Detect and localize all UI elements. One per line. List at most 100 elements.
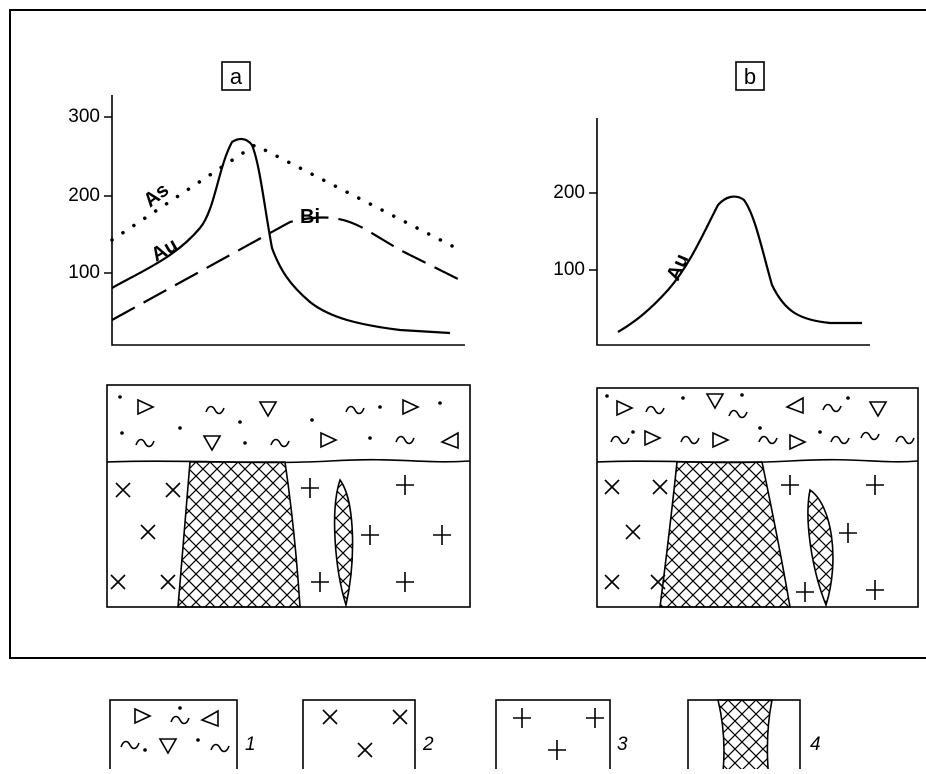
tilde-symbol — [831, 437, 849, 444]
triangle-symbol — [138, 400, 153, 414]
dot-symbol — [846, 396, 850, 400]
dot-symbol — [740, 393, 744, 397]
tilde-symbol — [611, 437, 629, 444]
legend-ore — [718, 700, 772, 769]
tilde-symbol — [121, 742, 139, 749]
legend: 1 2 3 4 — [110, 700, 821, 769]
legend-number: 4 — [810, 734, 821, 755]
triangle-symbol — [135, 709, 150, 723]
tilde-symbol — [346, 407, 364, 414]
plus-symbol — [301, 478, 319, 498]
dot-symbol — [243, 441, 247, 445]
frame — [10, 10, 926, 658]
dot-symbol — [605, 394, 609, 398]
cross-symbol — [161, 575, 175, 589]
bi-curve — [112, 217, 460, 320]
layer-boundary — [107, 460, 470, 463]
y-tick-label: 100 — [68, 262, 100, 283]
triangle-symbol — [403, 400, 418, 414]
triangle-symbol — [787, 398, 803, 413]
tilde-symbol — [171, 717, 189, 724]
plus-symbol — [311, 572, 329, 592]
legend-number: 3 — [617, 734, 628, 755]
tilde-symbol — [396, 437, 414, 444]
plus-symbol — [781, 475, 799, 495]
curve-label: Bi — [300, 206, 320, 228]
plus-symbol — [396, 572, 414, 592]
cross-symbol — [393, 710, 407, 724]
legend-symbols — [121, 706, 604, 760]
curve-label: As — [140, 179, 174, 212]
legend-box — [303, 700, 415, 769]
plus-symbol — [586, 708, 604, 728]
triangle-symbol — [442, 433, 458, 448]
cross-symbol — [358, 743, 372, 757]
triangle-symbol — [713, 433, 728, 447]
cross-symbol — [116, 483, 130, 497]
triangle-symbol — [617, 401, 632, 415]
dot-symbol — [368, 436, 372, 440]
dot-symbol — [120, 431, 124, 435]
triangle-symbol — [321, 433, 336, 447]
legend-number: 1 — [245, 734, 256, 755]
plus-symbol — [396, 475, 414, 495]
dot-symbol — [196, 738, 200, 742]
cross-symbol — [323, 710, 337, 724]
y-tick-label: 300 — [68, 106, 100, 127]
legend-box — [496, 700, 610, 769]
tilde-symbol — [646, 407, 664, 414]
plus-symbol — [796, 582, 814, 602]
dot-symbol — [758, 426, 762, 430]
triangle-symbol — [204, 436, 220, 450]
panel-b: b 200 100 Au — [553, 62, 918, 607]
cross-symbol — [605, 480, 619, 494]
au-curve — [112, 139, 450, 333]
cross-symbol — [141, 525, 155, 539]
plus-symbol — [866, 580, 884, 600]
panel-label: a — [230, 64, 243, 89]
plus-symbol — [866, 475, 884, 495]
tilde-symbol — [861, 433, 879, 440]
dot-symbol — [681, 396, 685, 400]
ore-lens — [808, 490, 833, 605]
panel-a: a 300 200 100 As Au Bi — [68, 62, 470, 607]
dot-symbol — [438, 401, 442, 405]
au-curve — [618, 197, 862, 332]
triangle-symbol — [790, 435, 805, 449]
plus-symbol — [548, 740, 566, 760]
y-tick-label: 100 — [553, 259, 585, 280]
y-tick-label: 200 — [553, 182, 585, 203]
cross-symbol — [653, 480, 667, 494]
tilde-symbol — [211, 745, 229, 752]
plus-symbol — [433, 525, 451, 545]
legend-number: 2 — [422, 734, 434, 755]
ore-body — [178, 462, 300, 607]
cross-symbol — [626, 525, 640, 539]
panel-label: b — [744, 64, 756, 89]
triangle-symbol — [870, 402, 886, 416]
tilde-symbol — [896, 437, 914, 444]
ticks — [104, 117, 112, 273]
ore-lens — [335, 480, 353, 605]
triangle-symbol — [645, 431, 660, 445]
triangle-symbol — [260, 402, 276, 416]
triangle-symbol — [202, 711, 218, 726]
dot-symbol — [818, 430, 822, 434]
ore-body — [660, 462, 790, 607]
curve-label: Au — [148, 234, 182, 266]
y-tick-label: 200 — [68, 185, 100, 206]
dot-symbol — [143, 748, 147, 752]
diagram: a 300 200 100 As Au Bi b 200 100 Au 1 2 … — [0, 0, 926, 769]
dot-symbol — [310, 418, 314, 422]
dot-symbol — [631, 430, 635, 434]
tilde-symbol — [759, 437, 777, 444]
axes — [112, 95, 465, 345]
tilde-symbol — [823, 405, 841, 412]
dot-symbol — [238, 420, 242, 424]
cross-symbol — [111, 575, 125, 589]
tilde-symbol — [206, 407, 224, 414]
curve-label: Au — [662, 251, 693, 284]
plus-symbol — [513, 708, 531, 728]
dot-symbol — [178, 706, 182, 710]
cross-symbol — [166, 483, 180, 497]
